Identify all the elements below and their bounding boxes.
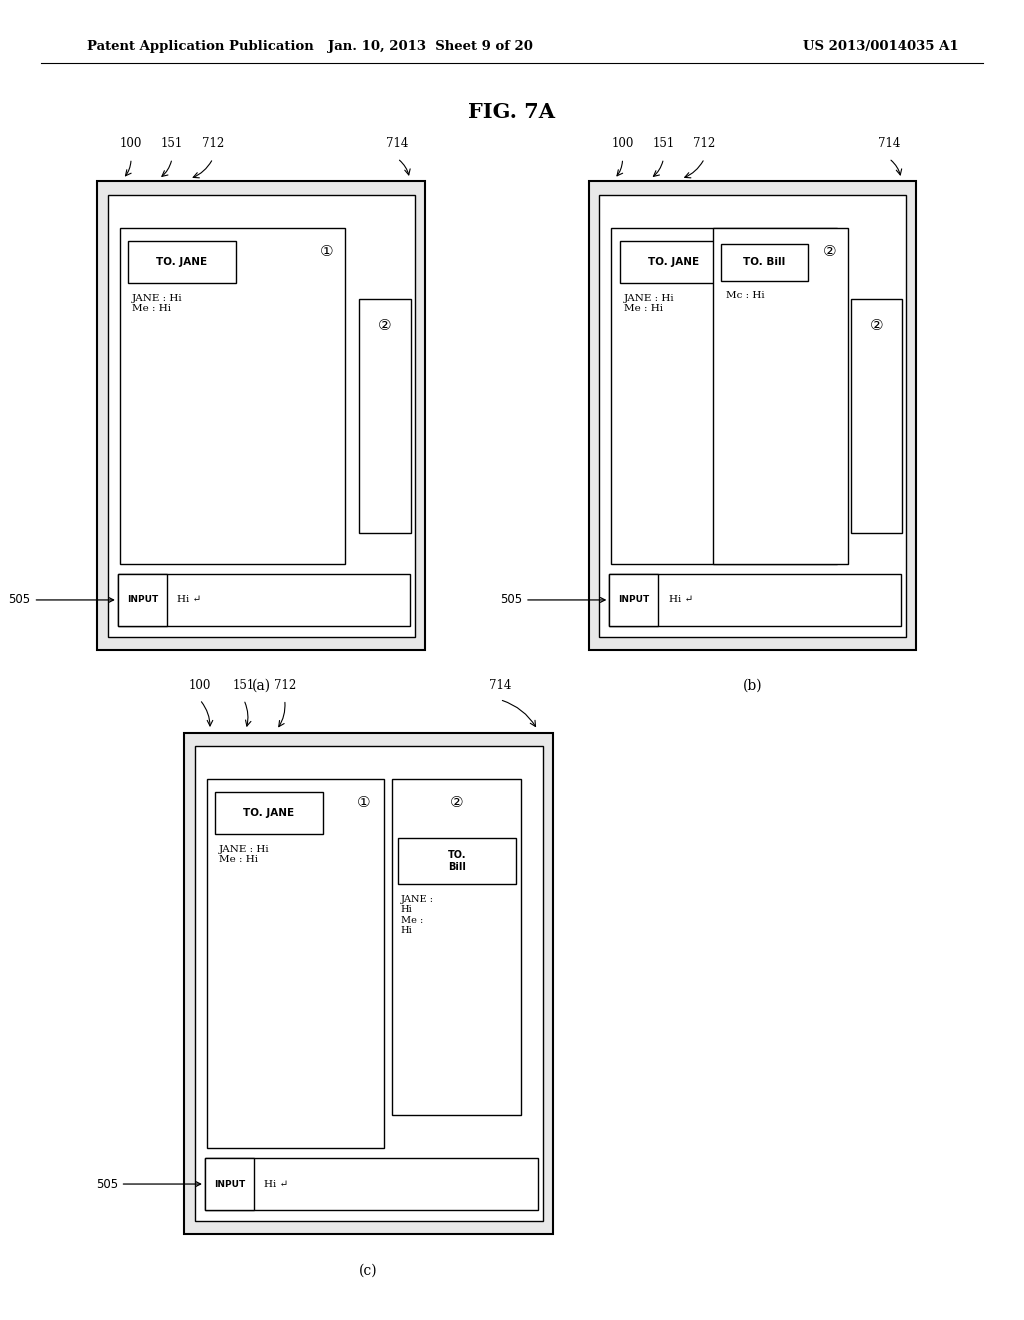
Bar (108, 194, 415, 636)
Text: 712: 712 (202, 137, 224, 150)
Text: (a): (a) (252, 678, 270, 693)
Text: ①: ① (811, 244, 825, 259)
Text: INPUT: INPUT (618, 595, 649, 605)
Text: FIG. 7A: FIG. 7A (469, 102, 555, 123)
Text: ②: ② (378, 318, 392, 333)
Text: TO. JANE: TO. JANE (157, 257, 207, 267)
Bar (599, 194, 906, 636)
Text: 151: 151 (232, 678, 255, 692)
Text: 505: 505 (8, 594, 114, 606)
Bar (713, 227, 848, 565)
Text: Hi ↵: Hi ↵ (177, 595, 202, 605)
Text: 714: 714 (488, 678, 511, 692)
Bar (589, 181, 916, 649)
Text: JANE : Hi
Me : Hi: JANE : Hi Me : Hi (624, 294, 674, 313)
Text: (c): (c) (359, 1263, 378, 1278)
Text: (b): (b) (742, 678, 763, 693)
Bar (195, 746, 543, 1221)
Text: 151: 151 (652, 137, 675, 150)
Bar (128, 242, 236, 284)
Text: INPUT: INPUT (127, 595, 158, 605)
Text: TO. JANE: TO. JANE (648, 257, 698, 267)
Bar (118, 573, 167, 626)
Text: 100: 100 (611, 137, 634, 150)
Bar (359, 298, 411, 533)
Bar (620, 242, 727, 284)
Bar (721, 243, 808, 281)
Bar (397, 838, 516, 884)
Bar (851, 298, 902, 533)
Text: TO. Bill: TO. Bill (743, 257, 785, 267)
Text: 505: 505 (95, 1177, 201, 1191)
Bar (392, 779, 521, 1115)
Bar (120, 227, 345, 565)
Text: 151: 151 (161, 137, 183, 150)
Text: INPUT: INPUT (214, 1180, 245, 1188)
Text: Hi ↵: Hi ↵ (264, 1180, 289, 1188)
Bar (609, 573, 658, 626)
Text: 712: 712 (273, 678, 296, 692)
Text: JANE :
Hi
Me :
Hi: JANE : Hi Me : Hi (400, 895, 433, 935)
Text: ②: ② (822, 244, 837, 259)
Text: 505: 505 (500, 594, 605, 606)
Bar (207, 779, 384, 1148)
Text: 100: 100 (188, 678, 211, 692)
Text: Hi ↵: Hi ↵ (669, 595, 693, 605)
Bar (184, 733, 553, 1234)
Bar (215, 792, 323, 834)
Text: ①: ① (319, 244, 334, 259)
Text: Patent Application Publication: Patent Application Publication (87, 40, 313, 53)
Text: 712: 712 (693, 137, 716, 150)
Text: JANE : Hi
Me : Hi: JANE : Hi Me : Hi (132, 294, 182, 313)
Bar (205, 1158, 538, 1210)
Bar (611, 227, 837, 565)
Text: 714: 714 (386, 137, 409, 150)
Bar (118, 573, 410, 626)
Text: JANE : Hi
Me : Hi: JANE : Hi Me : Hi (219, 845, 269, 865)
Text: TO.
Bill: TO. Bill (447, 850, 466, 873)
Text: Mc : Hi: Mc : Hi (726, 290, 765, 300)
Text: ②: ② (451, 795, 464, 810)
Text: 714: 714 (878, 137, 900, 150)
Text: ②: ② (869, 318, 884, 333)
Bar (609, 573, 901, 626)
Bar (97, 181, 425, 649)
Text: Jan. 10, 2013  Sheet 9 of 20: Jan. 10, 2013 Sheet 9 of 20 (328, 40, 532, 53)
Text: 100: 100 (120, 137, 142, 150)
Text: TO. JANE: TO. JANE (244, 808, 294, 818)
Bar (205, 1158, 254, 1210)
Text: US 2013/0014035 A1: US 2013/0014035 A1 (803, 40, 958, 53)
Text: ①: ① (357, 795, 371, 810)
